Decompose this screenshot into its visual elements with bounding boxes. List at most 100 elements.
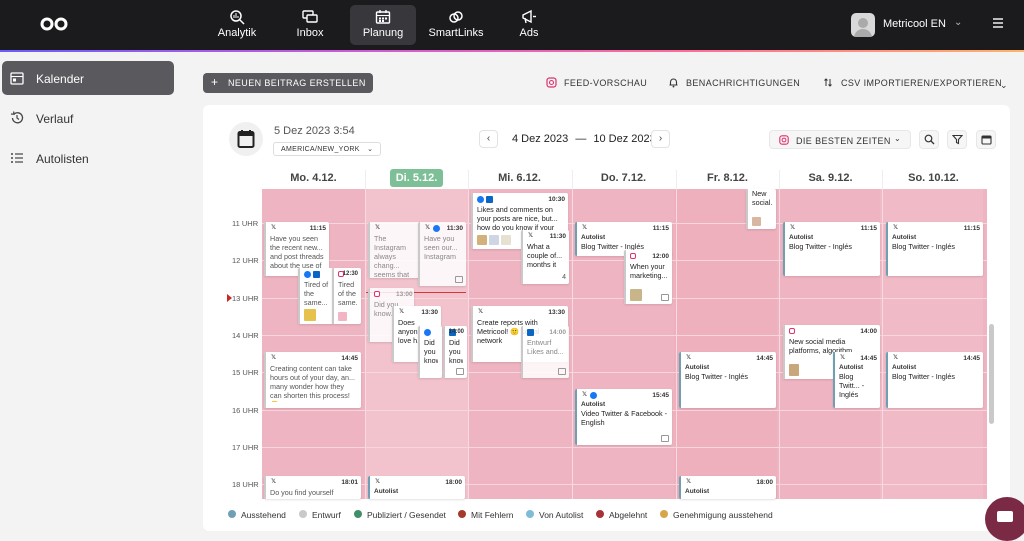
- calendar-scrollbar[interactable]: [989, 324, 994, 424]
- calendar-view-button[interactable]: [976, 130, 996, 149]
- status-bar: [264, 476, 266, 499]
- post-card[interactable]: 𝕏 18:00 Autolist: [368, 476, 465, 499]
- instagram-icon: [338, 271, 344, 277]
- sidebar-item-autolists[interactable]: Autolisten: [2, 141, 174, 175]
- status-bar: [886, 222, 888, 276]
- calendar-date-icon[interactable]: [229, 122, 263, 156]
- nav-label: Analytik: [217, 27, 257, 39]
- post-card[interactable]: 12:00 When your marketing...: [624, 250, 672, 304]
- post-card[interactable]: 𝕏 14:45 Creating content can take hours …: [264, 352, 361, 408]
- post-text: Blog Twitter - Inglés: [892, 372, 955, 381]
- nav-item-inbox[interactable]: Inbox: [277, 5, 343, 45]
- instagram-icon: [789, 328, 795, 334]
- grid-icon: [455, 276, 463, 283]
- best-times-select[interactable]: DIE BESTEN ZEITEN ⌄: [769, 130, 911, 149]
- post-card[interactable]: 14:00 Entwurf Likes and...: [521, 326, 569, 378]
- network-icons: 𝕏: [270, 479, 279, 487]
- post-text: What a couple of... months it: [527, 242, 563, 269]
- post-time: 12:00: [652, 253, 669, 260]
- chat-support-button[interactable]: [985, 497, 1024, 541]
- network-icons: 𝕏: [374, 225, 383, 233]
- instagram-icon: [374, 291, 380, 297]
- post-card[interactable]: 𝕏 11:15 Autolist Blog Twitter - Inglés: [783, 222, 880, 276]
- divider: [882, 170, 883, 189]
- post-card[interactable]: 𝕏 18:01 Do you find yourself: [264, 476, 361, 499]
- post-time: 11:15: [309, 225, 326, 232]
- post-card[interactable]: 𝕏 11:15 Autolist Blog Twitter - Inglés: [886, 222, 983, 276]
- divider: [882, 189, 883, 499]
- post-card[interactable]: 𝕏 11:15 Have you seen the recent new... …: [264, 222, 329, 276]
- post-card[interactable]: 𝕏 14:45 Autolist Blog Twitter - Inglés: [679, 352, 776, 408]
- post-text: Tired of the same...: [338, 280, 357, 307]
- status-bar: [521, 230, 523, 284]
- hamburger-menu-icon[interactable]: [992, 17, 1004, 29]
- nav-item-smartlinks[interactable]: SmartLinks: [423, 5, 489, 45]
- network-icons: [304, 271, 322, 279]
- status-bar: [746, 189, 748, 229]
- post-card[interactable]: 𝕏 15:45 Autolist Video Twitter & Faceboo…: [575, 389, 672, 445]
- nav-item-ads[interactable]: Ads: [496, 5, 562, 45]
- legend-label: Mit Fehlern: [471, 510, 514, 520]
- post-time: 14:00: [549, 329, 566, 336]
- filter-button[interactable]: [947, 130, 967, 149]
- create-post-button[interactable]: + NEUEN BEITRAG ERSTELLEN: [203, 73, 373, 93]
- autolist-label: Autolist: [581, 401, 606, 408]
- history-icon: [10, 111, 24, 124]
- autolist-label: Autolist: [839, 364, 864, 371]
- next-week-button[interactable]: ›: [651, 130, 670, 148]
- nav-item-planning[interactable]: Planung: [350, 5, 416, 45]
- grid-icon: [661, 435, 669, 442]
- sidebar-item-history[interactable]: Verlauf: [2, 101, 174, 135]
- previous-week-button[interactable]: ‹: [479, 130, 498, 148]
- post-card[interactable]: New social...: [746, 189, 776, 229]
- hour-label: 11 UHR: [232, 219, 259, 228]
- top-navigation-bar: Analytik Inbox Planung SmartLinks Ads Me…: [0, 0, 1024, 52]
- timezone-select[interactable]: AMERICA/NEW_YORK ⌄: [273, 142, 381, 156]
- status-bar: [418, 222, 420, 286]
- network-icons: [789, 328, 797, 336]
- post-card[interactable]: Tired of the same...: [298, 268, 333, 324]
- network-icons: [424, 329, 433, 337]
- csv-chevron-down-icon[interactable]: ⌄: [1000, 80, 1008, 90]
- network-icons: [449, 329, 458, 337]
- sidebar-item-calendar[interactable]: Kalender: [2, 61, 174, 95]
- current-time-marker: [227, 294, 232, 302]
- status-dot: [526, 510, 534, 518]
- post-card[interactable]: 𝕏 14:45 Autolist Blog Twitter - Inglés: [886, 352, 983, 408]
- post-card[interactable]: 12:30 Tired of the same...: [332, 268, 361, 324]
- post-card[interactable]: 𝕏 11:30 Have you seen our... Instagram: [418, 222, 466, 286]
- post-text: Blog Twitter - Inglés: [685, 372, 748, 381]
- hour-label: 18 UHR: [232, 480, 259, 489]
- calendar-icon: [10, 72, 24, 85]
- create-post-label: NEUEN BEITRAG ERSTELLEN: [228, 78, 366, 88]
- post-text: Creating content can take hours out of y…: [270, 364, 355, 402]
- post-card[interactable]: 𝕏 11:30 What a couple of... months it 4: [521, 230, 569, 284]
- x-icon: 𝕏: [271, 225, 276, 231]
- post-text: Likes and comments on your posts are nic…: [477, 205, 558, 231]
- post-text: When your marketing...: [630, 262, 668, 280]
- network-icons: 𝕏: [581, 225, 590, 233]
- zoom-button[interactable]: [919, 130, 939, 149]
- media-thumbnail: [752, 217, 761, 226]
- range-end: 10 Dez 2023: [593, 133, 656, 145]
- post-time: 14:00: [448, 329, 464, 335]
- status-bar: [679, 476, 681, 499]
- nav-item-analytics[interactable]: Analytik: [204, 5, 270, 45]
- x-icon: 𝕏: [425, 225, 430, 231]
- x-icon: 𝕏: [893, 355, 898, 361]
- post-card[interactable]: 𝕏 The Instagram always chang... seems th…: [368, 222, 420, 278]
- day-column: [674, 189, 777, 499]
- analytics-icon: [230, 10, 245, 25]
- media-thumbnail: [630, 289, 642, 301]
- post-card[interactable]: Did you know: [418, 326, 442, 378]
- legend-label: Genehmigung ausstehend: [673, 510, 773, 520]
- post-card[interactable]: 14:00 Did you know: [443, 326, 467, 378]
- post-card[interactable]: 𝕏 18:00 Autolist: [679, 476, 776, 499]
- video-icon: [661, 294, 669, 301]
- network-icons: 𝕏: [839, 355, 848, 363]
- sidebar-item-label: Verlauf: [36, 112, 74, 126]
- metricool-logo-icon[interactable]: [40, 16, 68, 32]
- status-dot: [596, 510, 604, 518]
- post-card[interactable]: 𝕏 14:45 Autolist Blog Twitt... - Inglés: [833, 352, 880, 408]
- status-bar: [264, 222, 266, 276]
